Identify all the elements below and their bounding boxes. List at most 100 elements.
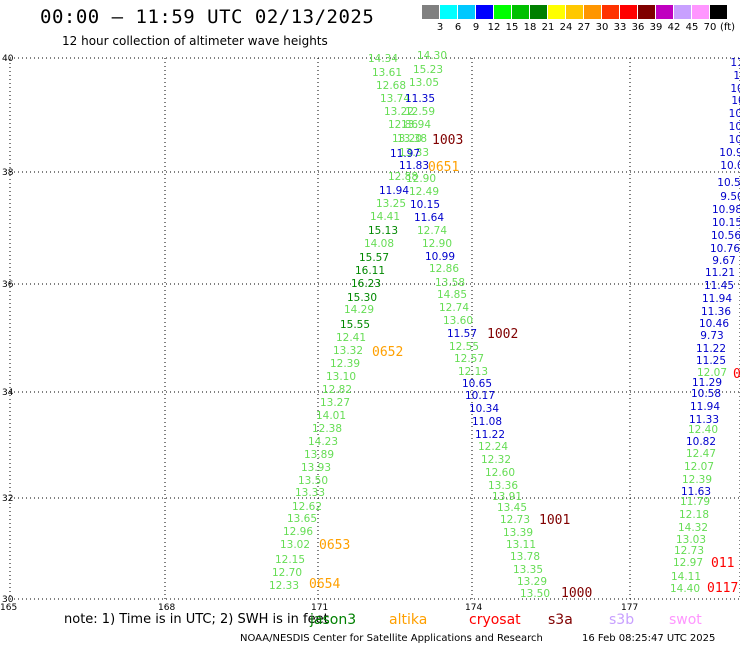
wave-height-value: 13.35 [513, 564, 543, 576]
wave-height-value: 12.73 [674, 545, 704, 557]
pass-time-label: 0 [733, 367, 740, 382]
wave-height-value: 13.65 [287, 513, 317, 525]
scale-swatch [674, 5, 692, 19]
grid-lines [10, 58, 740, 599]
wave-height-value: 13.74 [380, 93, 410, 105]
longitude-label: 171 [311, 603, 328, 613]
wave-height-value: 12.86 [429, 263, 459, 275]
wave-height-value: 12.49 [409, 186, 439, 198]
wave-height-value: 10 [733, 70, 740, 82]
wave-height-value: 12.13 [458, 366, 488, 378]
map-note: note: 1) Time is in UTC; 2) SWH is in fe… [64, 612, 329, 627]
scale-label: 9 [472, 22, 480, 33]
wave-height-value: 13.61 [372, 67, 402, 79]
wave-height-value: 11.63 [681, 486, 711, 498]
scale-label: 36 [631, 22, 645, 33]
wave-height-value: 10.82 [686, 436, 716, 448]
wave-height-value: 12.07 [684, 461, 714, 473]
wave-height-value: 10.76 [710, 243, 740, 255]
latitude-label: 38 [2, 168, 14, 178]
scale-swatch [620, 5, 638, 19]
wave-height-value: 13.78 [510, 551, 540, 563]
wave-height-value: 12.59 [405, 106, 435, 118]
scale-label: 30 [595, 22, 609, 33]
wave-height-value: 13.05 [409, 77, 439, 89]
wave-height-value: 12.74 [417, 225, 447, 237]
scale-label: 15 [505, 22, 519, 33]
scale-label: 27 [577, 22, 591, 33]
wave-height-value: 13.33 [295, 487, 325, 499]
wave-height-value: 11.22 [475, 429, 505, 441]
wave-height-value: 12.82 [322, 384, 352, 396]
wave-height-value: 9.67 [712, 255, 735, 267]
wave-height-value: 11.22 [696, 343, 726, 355]
wave-height-value: 12.70 [272, 567, 302, 579]
wave-height-value: 15.57 [359, 252, 389, 264]
scale-label: 18 [523, 22, 537, 33]
longitude-label: 174 [465, 603, 482, 613]
latitude-label: 30 [2, 595, 14, 605]
wave-height-value: 12.47 [686, 448, 716, 460]
wave-height-value: 13.29 [517, 576, 547, 588]
wave-height-value: 10 [731, 95, 740, 107]
scale-swatch [656, 5, 674, 19]
longitude-label: 165 [0, 603, 17, 613]
wave-height-value: 12.57 [454, 353, 484, 365]
wave-height-value: 10 [730, 83, 740, 95]
satellite-legend-item: altika [389, 612, 428, 628]
wave-height-value: 13.94 [401, 119, 431, 131]
wave-height-value: 13.25 [376, 198, 406, 210]
wave-height-value: 11.33 [689, 414, 719, 426]
wave-height-value: 10.17 [465, 390, 495, 402]
scale-label: 24 [559, 22, 573, 33]
pass-time-label: 1003 [432, 133, 463, 148]
wave-height-value: 12.73 [500, 514, 530, 526]
wave-height-value: 10. [729, 134, 740, 146]
scale-label: 3 [436, 22, 444, 33]
wave-height-value: 12.39 [682, 474, 712, 486]
wave-height-value: 12.32 [481, 454, 511, 466]
wave-height-value: 14.32 [678, 522, 708, 534]
wave-height-value: 12.39 [330, 358, 360, 370]
wave-height-value: 12.15 [275, 554, 305, 566]
wave-height-value: 14.40 [670, 583, 700, 595]
scale-swatch [566, 5, 584, 19]
wave-height-value: 12.68 [376, 80, 406, 92]
wave-height-value: 13.38 [397, 133, 427, 145]
wave-height-value: 10.46 [699, 318, 729, 330]
scale-label: 45 [685, 22, 699, 33]
wave-height-value: 14.01 [316, 410, 346, 422]
satellite-legend-item: swot [669, 612, 702, 628]
wave-height-value: 10.15 [410, 199, 440, 211]
wave-height-value: 14.11 [671, 571, 701, 583]
wave-height-value: 11.45 [704, 280, 734, 292]
map-frame [9, 57, 740, 600]
wave-height-value: 10. [729, 121, 740, 133]
wave-height-value: 13.60 [443, 315, 473, 327]
map-title: 00:00 – 11:59 UTC 02/13/2025 [40, 6, 375, 28]
wave-height-value: 10.65 [462, 378, 492, 390]
wave-height-value: 10.5 [717, 177, 740, 189]
wave-height-value: 15.55 [340, 319, 370, 331]
wave-height-value: 12.33 [269, 580, 299, 592]
scale-swatch [440, 5, 458, 19]
wave-height-value: 16.11 [355, 265, 385, 277]
latitude-label: 36 [2, 280, 14, 290]
wave-height-value: 12.24 [478, 441, 508, 453]
wave-height-value: 11.36 [701, 306, 731, 318]
wave-height-tracks: 14.3413.6112.6813.7413.2212.8613.2012.88… [269, 50, 740, 600]
wave-height-value: 10.9 [719, 147, 740, 159]
satellite-legend-item: cryosat [469, 612, 521, 628]
wave-height-value: 12.96 [283, 526, 313, 538]
wave-height-value: 14.29 [344, 304, 374, 316]
wave-height-value: 13.11 [506, 539, 536, 551]
longitude-label: 168 [158, 603, 175, 613]
wave-height-value: 11.57 [447, 328, 477, 340]
wave-height-value: 14.41 [370, 211, 400, 223]
wave-height-value: 10. [729, 108, 740, 120]
wave-height-value: 12.88 [388, 171, 418, 183]
wave-height-value: 13.50 [520, 588, 550, 600]
longitude-labels: 165 168 171 174 177 [0, 603, 638, 613]
wave-height-value: 13.39 [503, 527, 533, 539]
